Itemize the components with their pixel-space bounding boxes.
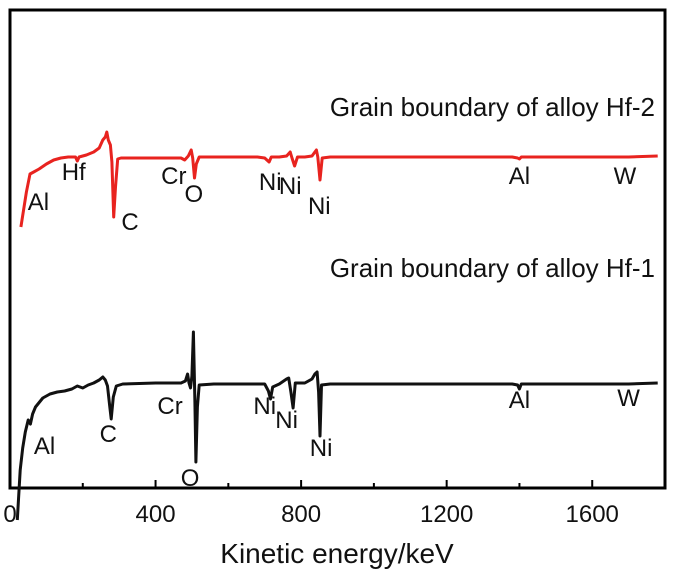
series-title-layer: Grain boundary of alloy Hf-2 Grain bound…	[330, 92, 655, 283]
peak-label: Ni	[259, 169, 282, 196]
series-title-hf1: Grain boundary of alloy Hf-1	[330, 253, 655, 283]
peak-label: C	[121, 209, 138, 236]
peak-label: Hf	[62, 159, 86, 186]
peak-label: Ni	[253, 393, 276, 420]
plot-frame	[8, 8, 667, 490]
peak-label: C	[100, 421, 117, 448]
peak-label: W	[614, 163, 637, 190]
peak-label: Ni	[279, 173, 302, 200]
x-tick-label: 800	[281, 501, 321, 528]
peak-label: O	[181, 465, 200, 492]
peak-label: W	[617, 385, 640, 412]
peak-label: O	[184, 181, 203, 208]
peak-label: Cr	[157, 393, 182, 420]
x-tick-label: 1600	[566, 501, 619, 528]
series-title-hf2: Grain boundary of alloy Hf-2	[330, 92, 655, 122]
peak-label: Ni	[275, 407, 298, 434]
peak-label: Ni	[310, 435, 333, 462]
x-tick-label: 400	[136, 501, 176, 528]
x-axis-title: Kinetic energy/keV	[220, 538, 454, 569]
peak-label: Al	[28, 189, 49, 216]
x-tick-label: 1200	[420, 501, 473, 528]
series-line-1	[19, 130, 658, 228]
peak-label: Al	[34, 433, 55, 460]
peak-label: Cr	[161, 163, 186, 190]
peak-label: Al	[509, 387, 530, 414]
series-layer	[15, 130, 658, 521]
peak-label: Ni	[308, 193, 331, 220]
series-line-2	[15, 330, 658, 521]
x-axis: 0 400 800 1200 1600	[3, 480, 619, 528]
peak-label: Al	[509, 163, 530, 190]
x-tick-label: 0	[3, 501, 16, 528]
